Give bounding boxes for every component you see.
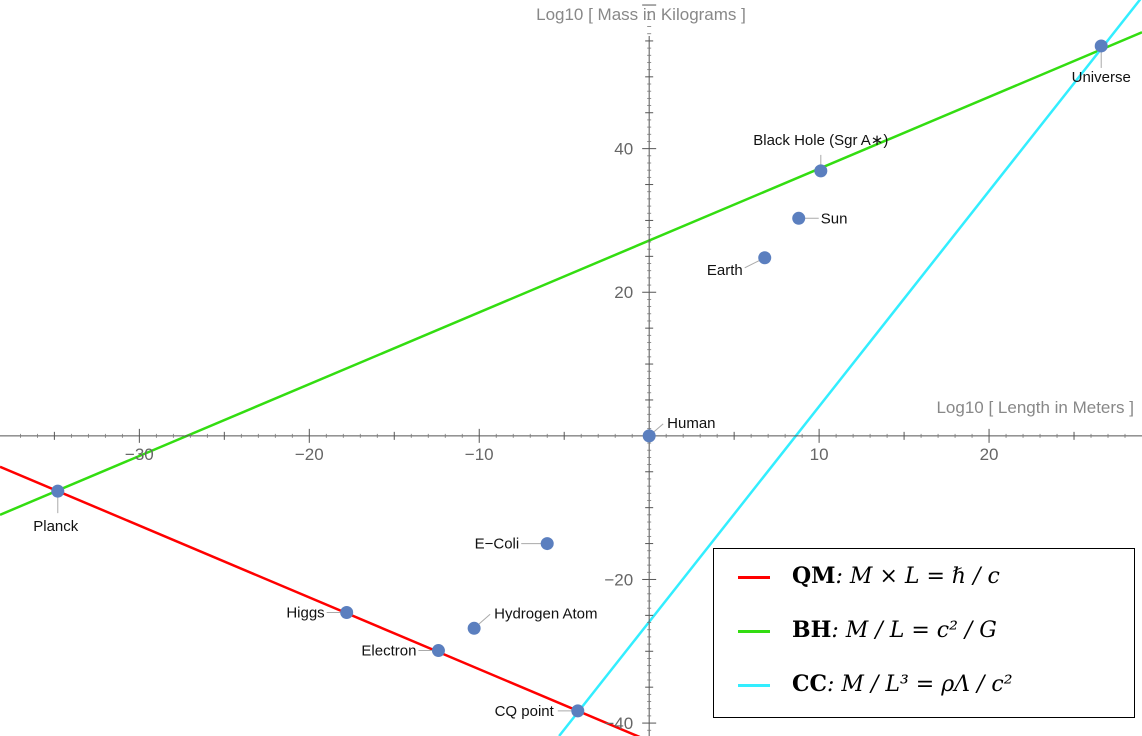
legend-label-cc: CC: M / L³ = ρΛ / c² [792, 671, 1013, 697]
x-tick-label: 10 [810, 445, 829, 464]
x-axis-title: Log10 [ Length in Meters ] [936, 398, 1134, 417]
y-axis-title: Log10 [ Mass in Kilograms ] [536, 5, 746, 24]
point-electron [431, 644, 445, 658]
y-tick-label: −40 [604, 714, 633, 733]
legend-cc-name: CC [792, 671, 828, 697]
legend-swatch-bh [738, 630, 770, 633]
point-label-universe: Universe [1072, 69, 1131, 86]
legend: QM: M × L = ℏ / c BH: M / L = c² / G CC:… [713, 548, 1135, 718]
y-tick-label: 20 [614, 283, 633, 302]
point-universe [1094, 39, 1108, 53]
point-label-cq-point: CQ point [495, 703, 555, 720]
y-tick-label: −20 [604, 570, 633, 589]
point-e-coli [540, 537, 554, 551]
legend-item-qm: QM: M × L = ℏ / c [714, 557, 1134, 597]
x-tick-label: −10 [465, 445, 494, 464]
point-earth [758, 251, 772, 265]
legend-qm-name: QM [792, 563, 836, 589]
point-sun [792, 211, 806, 225]
data-points: Universe Black Hole (Sgr A∗) Sun Earth Human… [33, 39, 1131, 720]
point-label-earth: Earth [707, 262, 743, 279]
legend-swatch-cc [738, 684, 770, 687]
line-cc [558, 0, 1142, 736]
point-label-higgs: Higgs [286, 604, 324, 621]
x-tick-label: −20 [295, 445, 324, 464]
line-qm [0, 465, 641, 736]
legend-item-cc: CC: M / L³ = ρΛ / c² [714, 665, 1134, 705]
point-label-black-hole-sgr-a: Black Hole (Sgr A∗) [753, 132, 888, 149]
legend-cc-formula: : M / L³ = ρΛ / c² [827, 672, 1013, 697]
y-tick-label: 40 [614, 140, 633, 159]
line-bh [0, 31, 1142, 516]
point-label-e-coli: E−Coli [475, 536, 520, 553]
x-tick-label: −30 [125, 445, 154, 464]
legend-qm-formula: : M × L = ℏ / c [835, 564, 1000, 589]
point-cq-point [571, 704, 585, 718]
axes: −30 −20 −10 10 20 40 20 −20 −40 [0, 4, 1142, 736]
legend-label-bh: BH: M / L = c² / G [792, 617, 997, 643]
point-human [642, 429, 656, 443]
point-label-electron: Electron [361, 643, 416, 660]
point-planck [51, 484, 65, 498]
point-label-sun: Sun [821, 210, 848, 227]
legend-bh-name: BH [792, 617, 832, 643]
point-hydrogen-atom [467, 621, 481, 635]
point-higgs [340, 605, 354, 619]
legend-swatch-qm [738, 576, 770, 579]
point-label-planck: Planck [33, 518, 79, 535]
x-tick-label: 20 [980, 445, 999, 464]
point-label-hydrogen-atom: Hydrogen Atom [494, 605, 597, 622]
legend-bh-formula: : M / L = c² / G [831, 618, 997, 643]
legend-label-qm: QM: M × L = ℏ / c [792, 563, 1000, 589]
legend-item-bh: BH: M / L = c² / G [714, 611, 1134, 651]
point-black-hole-sgr-a [814, 164, 828, 178]
point-label-human: Human [667, 415, 715, 432]
